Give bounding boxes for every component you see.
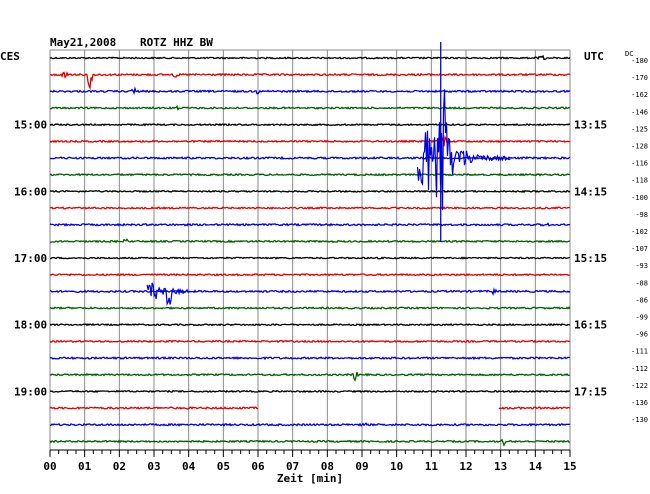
dc-offset-label: -118	[631, 177, 648, 185]
dc-offset-label: -86	[635, 296, 648, 304]
trace-row-18	[49, 356, 571, 361]
trace-row-2	[49, 86, 571, 95]
dc-offset-label: -111	[631, 348, 648, 356]
dc-offset-label: -98	[635, 211, 648, 219]
right-hour-label: 13:15	[574, 119, 607, 132]
trace-row-10	[49, 222, 571, 227]
trace-row-23	[49, 438, 571, 447]
trace-row-11	[50, 238, 571, 244]
event-group	[146, 42, 511, 307]
label-group: May21,2008 ROTZ HHZ BW CES UTC DC Zeit […	[0, 36, 648, 485]
left-hour-label: 19:00	[14, 385, 47, 398]
trace-row-19	[49, 371, 571, 382]
right-hour-label: 15:15	[574, 252, 607, 265]
trace-row-7	[49, 172, 570, 177]
x-tick-label: 15	[563, 460, 576, 473]
trace-row-21	[49, 406, 259, 410]
dc-offset-label: -170	[631, 74, 648, 82]
x-tick-label: 09	[355, 460, 368, 473]
dc-offset-label: -146	[631, 108, 648, 116]
trace-row-9	[49, 206, 570, 210]
dc-offset-label: -102	[631, 228, 648, 236]
x-tick-label: 10	[390, 460, 403, 473]
x-tick-label: 00	[43, 460, 56, 473]
right-timezone: UTC	[584, 50, 604, 63]
x-tick-label: 07	[286, 460, 299, 473]
trace-row-6	[49, 155, 571, 161]
left-hour-label: 17:00	[14, 252, 47, 265]
dc-offset-label: -96	[635, 331, 648, 339]
dc-offset-label: -122	[631, 382, 648, 390]
trace-row-13	[49, 272, 571, 277]
dc-offset-label: -100	[631, 194, 648, 202]
x-tick-label: 12	[459, 460, 472, 473]
trace-row-14	[49, 287, 571, 296]
trace-row-15	[49, 306, 571, 310]
trace-row-5	[49, 134, 571, 147]
dc-offset-label: -93	[635, 262, 648, 270]
left-hour-label: 15:00	[14, 119, 47, 132]
dc-offset-label: -125	[631, 125, 648, 133]
trace-row-21	[498, 406, 571, 411]
dc-offset-label: -112	[631, 365, 648, 373]
trace-row-8	[49, 189, 571, 194]
trace-row-17	[49, 339, 571, 344]
x-tick-label: 04	[182, 460, 196, 473]
right-hour-label: 14:15	[574, 185, 607, 198]
dc-offset-label: -162	[631, 91, 648, 99]
x-tick-label: 14	[529, 460, 543, 473]
trace-row-3	[49, 104, 571, 111]
x-tick-label: 11	[425, 460, 439, 473]
left-timezone: CES	[0, 50, 20, 63]
right-hour-label: 17:15	[574, 385, 607, 398]
trace-row-20	[49, 389, 571, 394]
trace-row-4	[49, 122, 571, 127]
x-tick-label: 08	[321, 460, 334, 473]
trace-row-22	[49, 422, 571, 427]
dc-offset-label: -107	[631, 245, 648, 253]
trace-row-12	[49, 256, 571, 260]
header-station: ROTZ HHZ BW	[140, 36, 213, 49]
x-tick-label: 06	[251, 460, 265, 473]
header-date: May21,2008	[50, 36, 116, 49]
dc-offset-label: -88	[635, 279, 648, 287]
x-tick-label: 13	[494, 460, 507, 473]
event-waveform-0	[416, 89, 511, 211]
trace-row-0	[49, 54, 571, 60]
trace-row-16	[49, 322, 571, 327]
x-axis-title: Zeit [min]	[277, 472, 343, 485]
dc-offset-label: -130	[631, 416, 648, 424]
x-tick-label: 05	[217, 460, 230, 473]
x-tick-label: 03	[147, 460, 160, 473]
dc-offset-label: -128	[631, 143, 648, 151]
x-tick-label: 02	[113, 460, 126, 473]
chart-grid	[49, 49, 571, 457]
dc-offset-label: -180	[631, 57, 648, 65]
x-tick-label: 01	[78, 460, 92, 473]
dc-label: DC	[625, 50, 633, 58]
event-waveform-1	[146, 282, 189, 307]
trace-group	[49, 54, 571, 447]
dc-offset-label: -136	[631, 399, 648, 407]
left-hour-label: 16:00	[14, 185, 47, 198]
trace-row-1	[49, 71, 571, 91]
left-hour-label: 18:00	[14, 319, 47, 332]
right-hour-label: 16:15	[574, 319, 607, 332]
dc-offset-label: -99	[635, 314, 648, 322]
dc-offset-label: -116	[631, 160, 648, 168]
